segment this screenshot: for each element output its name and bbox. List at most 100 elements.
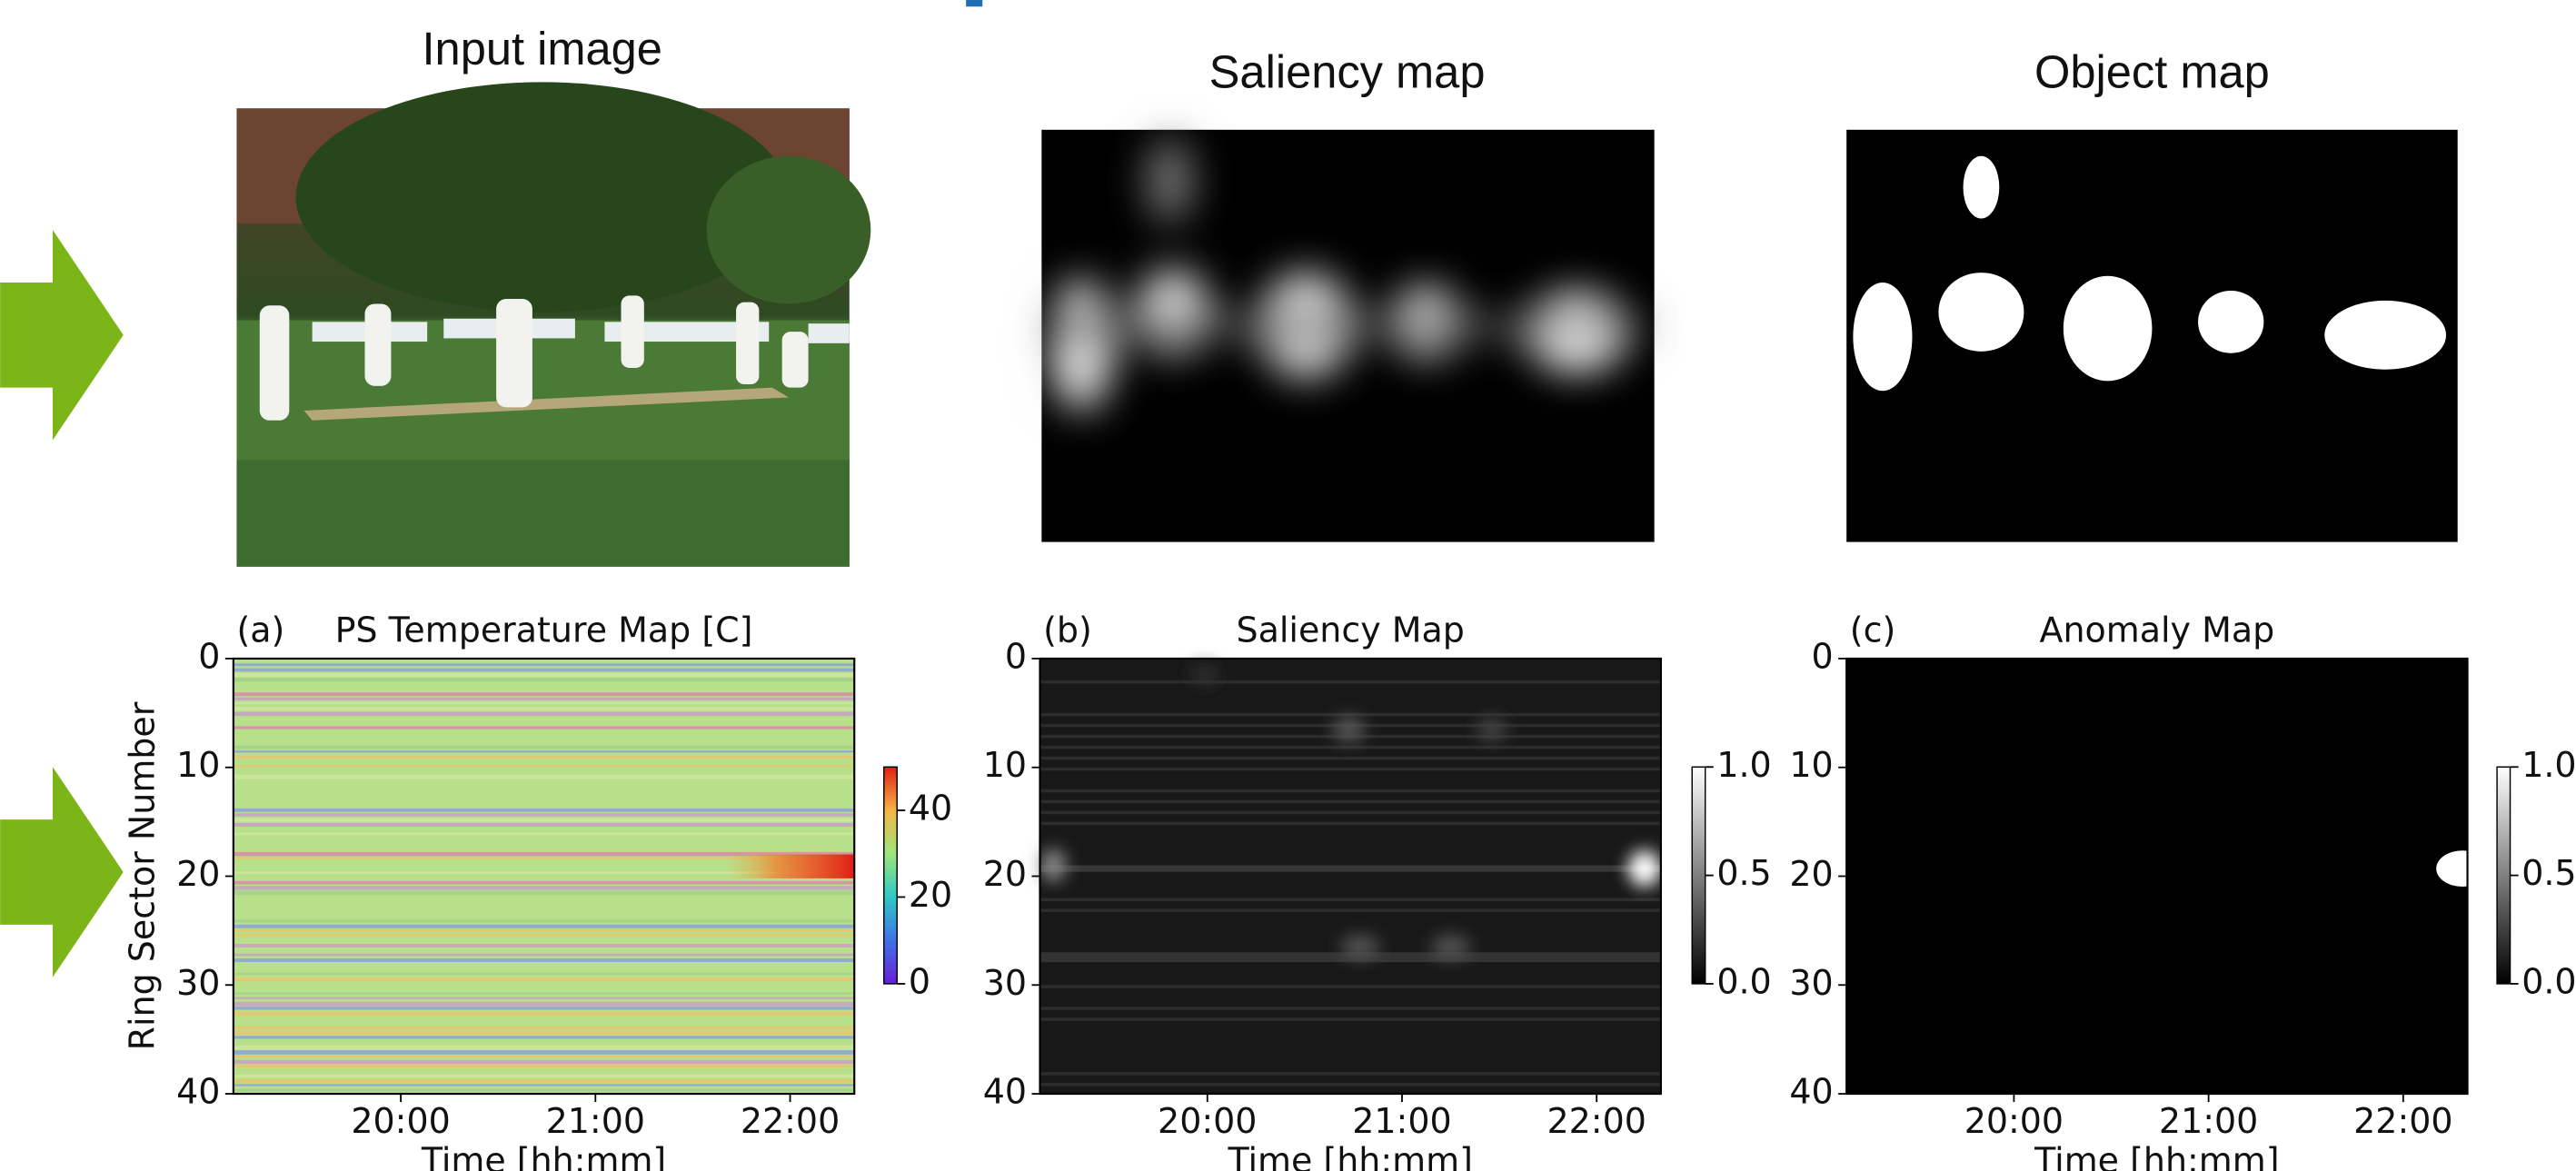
heatmap-stripe	[1040, 866, 1661, 872]
panel-label: (a)	[236, 610, 284, 650]
heatmap-stripe	[1040, 800, 1661, 804]
heatmap-stripe	[234, 934, 854, 936]
y-tick-label: 0	[1005, 636, 1027, 676]
heatmap-stripe	[234, 925, 854, 928]
heatmap-stripe	[234, 973, 854, 975]
colorbar-tick-label: 1.0	[1716, 745, 1771, 785]
heatmap-stripe	[234, 1075, 854, 1078]
colorbar-tick-label: 0.5	[2521, 853, 2576, 893]
heatmap-stripe	[234, 1084, 854, 1086]
x-tick-label: 22:00	[2353, 1101, 2452, 1141]
x-tick-label: 20:00	[1964, 1101, 2064, 1141]
heatmap-stripe	[234, 669, 854, 672]
heatmap-blob	[1191, 665, 1218, 685]
y-tick-label: 10	[1789, 745, 1833, 785]
heatmap-stripe	[1040, 757, 1661, 760]
heatmap-stripe	[1040, 1007, 1661, 1010]
heatmap-blob	[1340, 936, 1379, 958]
heatmap-stripe	[234, 678, 854, 681]
x-axis-label: Time [hh:mm]	[1227, 1140, 1472, 1171]
colorbar	[1692, 767, 1705, 984]
heatmap-blob	[1477, 718, 1507, 740]
heatmap-stripe	[234, 1060, 854, 1064]
heatmap-stripe	[1040, 908, 1661, 912]
x-axis-label: Time [hh:mm]	[421, 1140, 666, 1171]
heatmap-stripe	[234, 944, 854, 948]
heatmap-stripe	[1040, 713, 1661, 717]
image-title: Object map	[2034, 46, 2270, 98]
heatmap-hot	[726, 855, 854, 878]
heatmap-stripe	[234, 929, 854, 932]
y-tick-label: 30	[1789, 963, 1833, 1003]
heatmap-stripe	[1040, 898, 1661, 901]
heatmap-stripe	[1040, 1083, 1661, 1087]
heatmap-stripe	[234, 958, 854, 962]
heatmap-stripe	[234, 707, 854, 710]
heatmap-stripe	[234, 1031, 854, 1035]
y-tick-label: 20	[983, 854, 1027, 894]
heatmap-mask	[2468, 659, 2501, 1094]
heatmap-stripe	[234, 1027, 854, 1030]
heatmap-stripe	[234, 823, 854, 827]
heatmap-stripe	[234, 886, 854, 890]
heatmap-stripe	[234, 977, 854, 981]
heatmap-stripe	[234, 750, 854, 752]
heatmap-stripe	[1040, 985, 1661, 988]
panel-title: Saliency Map	[1237, 610, 1465, 650]
x-tick-label: 21:00	[1352, 1101, 1451, 1141]
y-axis-label: Ring Sector Number	[123, 701, 163, 1050]
panel-title: Anomaly Map	[2040, 610, 2275, 650]
heatmap-blob	[1431, 936, 1470, 958]
colorbar	[884, 767, 897, 984]
heatmap-blob	[1628, 850, 1661, 887]
heatmap-stripe	[234, 890, 854, 895]
colorbar-tick-label: 20	[909, 875, 952, 915]
colorbar-tick-label: 0	[909, 961, 930, 1001]
heatmap	[1040, 659, 1661, 1094]
saliency-image	[1041, 130, 1654, 542]
image-title: Saliency map	[1209, 46, 1486, 98]
heatmap-stripe	[234, 1036, 854, 1038]
heatmap-bg	[1846, 659, 2467, 1094]
heatmap-stripe	[234, 775, 854, 779]
heatmap-stripe	[234, 809, 854, 812]
heatmap-stripe	[1040, 1017, 1661, 1021]
image-title: Input image	[422, 23, 661, 74]
y-tick-label: 0	[198, 636, 220, 676]
arrow	[0, 767, 124, 977]
heatmap-stripe	[1040, 680, 1661, 684]
heatmap-stripe	[234, 1079, 854, 1083]
heatmap-stripe	[234, 881, 854, 885]
heatmap-stripe	[234, 1055, 854, 1057]
heatmap-blob	[1040, 848, 1067, 881]
panel-label: (b)	[1043, 610, 1092, 650]
heatmap-stripe	[234, 1007, 854, 1009]
y-tick-label: 40	[983, 1072, 1027, 1112]
y-tick-label: 10	[983, 745, 1027, 785]
colorbar-tick-label: 1.0	[2521, 745, 2576, 785]
object-image	[1846, 130, 2458, 542]
arrow	[0, 230, 124, 440]
heatmap-stripe	[234, 765, 854, 767]
heatmap-stripe	[234, 992, 854, 995]
x-tick-label: 22:00	[1547, 1101, 1646, 1141]
colorbar-tick-label: 0.5	[1716, 853, 1771, 893]
colorbar	[2497, 767, 2510, 984]
x-tick-label: 22:00	[741, 1101, 840, 1141]
heatmap-stripe	[234, 1050, 854, 1055]
heatmap-blob	[1332, 716, 1365, 742]
heatmap-stripe	[234, 673, 854, 677]
input-image	[236, 82, 870, 566]
heatmap-stripe	[234, 663, 854, 666]
y-tick-label: 0	[1812, 636, 1834, 676]
heatmap-stripe	[234, 919, 854, 922]
heatmap	[234, 659, 854, 1094]
y-tick-label: 40	[1789, 1072, 1833, 1112]
y-tick-label: 30	[176, 963, 220, 1003]
heatmap-stripe	[234, 813, 854, 816]
heatmap-stripe	[234, 755, 854, 759]
x-tick-label: 20:00	[351, 1101, 450, 1141]
heatmap-stripe	[234, 712, 854, 717]
colorbar-tick-label: 0.0	[1716, 961, 1771, 1001]
heatmap-stripe	[234, 1012, 854, 1017]
